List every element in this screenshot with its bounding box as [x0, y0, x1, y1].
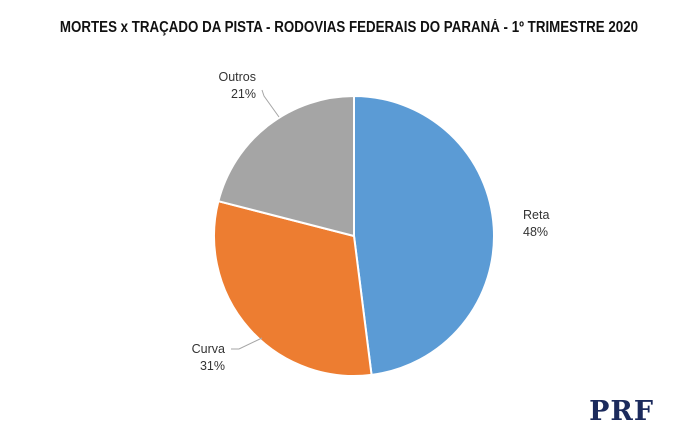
leader-line-outros — [261, 89, 280, 118]
pie-slice-outros — [217, 94, 355, 238]
prf-logo: PRF — [589, 396, 654, 427]
leader-lines — [231, 89, 280, 350]
leader-line-curva — [231, 337, 263, 350]
pie-slice-curva — [213, 199, 373, 377]
slice-value-curva: 31% — [200, 359, 225, 373]
slice-value-outros: 21% — [231, 87, 256, 101]
slice-name-reta: Reta — [523, 208, 549, 222]
pie-slices — [213, 94, 495, 377]
slice-name-curva: Curva — [192, 342, 225, 356]
slice-value-reta: 48% — [523, 225, 548, 239]
pie-slice-reta — [353, 94, 495, 377]
chart-title: MORTES x TRAÇADO DA PISTA - RODOVIAS FED… — [59, 19, 639, 36]
slice-name-outros: Outros — [218, 70, 256, 84]
slice-labels: Reta 48% Curva 31% Outros 21% — [192, 70, 550, 373]
